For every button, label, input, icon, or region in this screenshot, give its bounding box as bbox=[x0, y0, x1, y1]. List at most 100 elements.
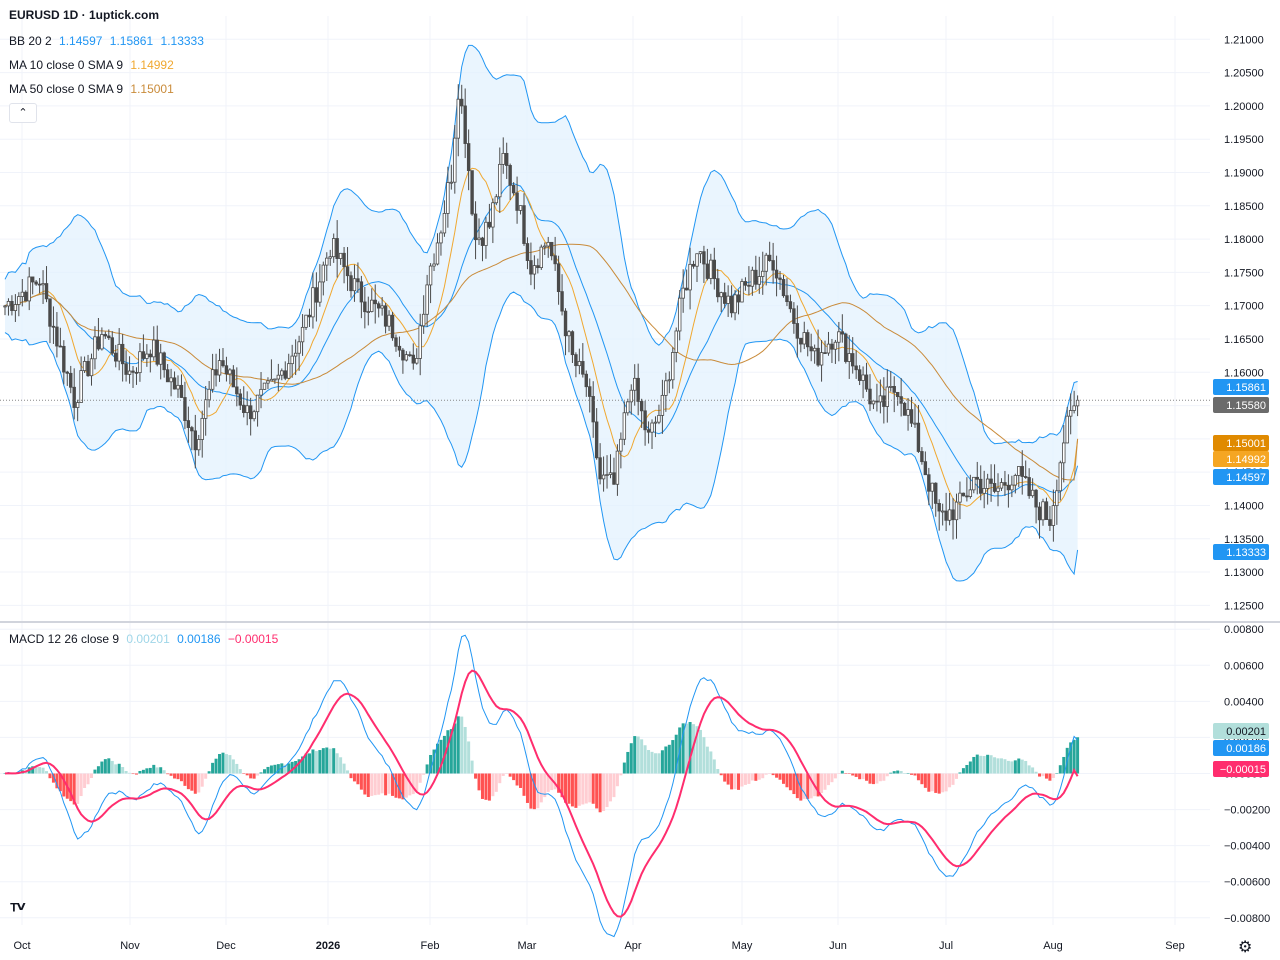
macd-histogram-bar bbox=[1013, 760, 1017, 774]
candle-body bbox=[871, 400, 876, 405]
candle-body bbox=[684, 287, 689, 291]
candle-body bbox=[913, 422, 917, 425]
candle-body bbox=[549, 241, 554, 257]
candle-body bbox=[574, 354, 578, 367]
macd-histogram-bar bbox=[425, 764, 429, 774]
macd-histogram-bar bbox=[820, 773, 824, 794]
tradingview-logo-icon[interactable]: ᵀⱽ bbox=[10, 900, 26, 920]
candle-body bbox=[359, 281, 364, 303]
macd-histogram-bar bbox=[211, 762, 215, 774]
macd-histogram-bar bbox=[391, 773, 395, 796]
macd-histogram-bar bbox=[851, 773, 855, 776]
macd-histogram-bar bbox=[404, 773, 408, 798]
candle-body bbox=[712, 259, 716, 280]
candle-body bbox=[335, 238, 339, 259]
candle-body bbox=[906, 409, 910, 416]
candle-body bbox=[581, 361, 585, 375]
macd-histogram-bar bbox=[349, 773, 353, 779]
macd-histogram-bar bbox=[453, 723, 457, 774]
price-tick-label: 1.12500 bbox=[1224, 600, 1264, 612]
price-badge bbox=[1213, 379, 1269, 395]
candle-body bbox=[657, 414, 661, 423]
candle-body bbox=[1017, 466, 1021, 476]
macd-histogram-bar bbox=[512, 773, 516, 781]
macd-histogram-bar bbox=[840, 770, 844, 774]
candle-body bbox=[356, 278, 360, 283]
macd-histogram-bar bbox=[546, 773, 550, 792]
macd-histogram-bar bbox=[719, 773, 723, 776]
legend-bb-label: BB 20 2 bbox=[9, 34, 52, 48]
candle-body bbox=[702, 251, 706, 265]
candle-body bbox=[24, 291, 28, 302]
candle-body bbox=[940, 510, 945, 513]
macd-histogram-bar bbox=[958, 772, 962, 774]
macd-histogram-bar bbox=[318, 750, 322, 774]
macd-histogram-bar bbox=[785, 773, 789, 788]
candle-body bbox=[1037, 506, 1042, 521]
macd-histogram-bar bbox=[314, 751, 318, 774]
macd-histogram-bar bbox=[923, 773, 927, 788]
price-tick-label: 1.21000 bbox=[1224, 34, 1264, 46]
macd-histogram-bar bbox=[920, 773, 924, 785]
macd-histogram-bar bbox=[190, 773, 194, 791]
macd-histogram-bar bbox=[532, 773, 536, 810]
time-tick-label: Apr bbox=[624, 940, 641, 952]
price-badge-label: 1.14597 bbox=[1226, 472, 1266, 484]
macd-histogram-bar bbox=[858, 773, 862, 780]
macd-histogram-bar bbox=[806, 773, 810, 799]
legend-ma50[interactable]: MA 50 close 0 SMA 9 1.15001 bbox=[9, 82, 178, 96]
macd-histogram-bar bbox=[999, 758, 1003, 774]
macd-histogram-bar bbox=[332, 748, 336, 774]
macd-histogram-bar bbox=[3, 773, 7, 774]
candle-body bbox=[217, 360, 222, 376]
legend-macd[interactable]: MACD 12 26 close 9 0.00201 0.00186 −0.00… bbox=[9, 632, 282, 646]
macd-histogram-bar bbox=[141, 769, 145, 774]
macd-histogram-bar bbox=[698, 729, 702, 774]
time-axis[interactable]: Oct Nov Dec 2026 Feb Mar Apr May Jun Jul Aug Sep bbox=[13, 940, 1184, 952]
gear-icon[interactable]: ⚙ bbox=[1238, 939, 1253, 956]
candle-body bbox=[273, 378, 277, 381]
candle-body bbox=[678, 297, 682, 332]
candle-body bbox=[650, 422, 654, 433]
macd-histogram-bar bbox=[128, 772, 132, 774]
macd-badge bbox=[1213, 761, 1269, 777]
macd-histogram-bar bbox=[979, 755, 983, 774]
macd-histogram-bar bbox=[508, 773, 512, 777]
macd-histogram-bar bbox=[529, 773, 533, 809]
macd-histogram-bar bbox=[477, 773, 481, 791]
candle-body bbox=[588, 386, 592, 397]
candle-body bbox=[390, 314, 395, 339]
legend-ma10[interactable]: MA 10 close 0 SMA 9 1.14992 bbox=[9, 58, 178, 72]
macd-histogram-bar bbox=[41, 767, 45, 774]
candle-body bbox=[266, 380, 270, 384]
macd-tick-label: −0.00600 bbox=[1224, 877, 1270, 889]
candle-body bbox=[954, 501, 959, 521]
candle-body bbox=[259, 388, 263, 396]
legend-bb[interactable]: BB 20 2 1.14597 1.15861 1.13333 bbox=[9, 34, 208, 48]
candle-body bbox=[421, 313, 426, 327]
macd-histogram-bar bbox=[1003, 759, 1007, 774]
collapse-legend-button[interactable]: ⌃ bbox=[9, 103, 37, 123]
candle-body bbox=[411, 354, 415, 364]
macd-axis[interactable]: 0.008000.006000.004000.002000.00000−0.00… bbox=[1224, 624, 1270, 925]
macd-histogram-bar bbox=[685, 723, 689, 774]
macd-histogram-bar bbox=[1024, 760, 1028, 774]
candle-body bbox=[944, 510, 948, 521]
candle-body bbox=[857, 369, 862, 381]
candle-body bbox=[633, 377, 637, 391]
candle-body bbox=[401, 349, 405, 361]
candle-body bbox=[207, 388, 211, 401]
price-axis[interactable]: 1.21000 1.20500 1.20000 1.19500 1.19000 1.185… bbox=[1224, 34, 1264, 612]
candle-body bbox=[439, 232, 443, 244]
macd-histogram-bar bbox=[743, 773, 747, 785]
macd-histogram-bar bbox=[449, 729, 453, 774]
candle-body bbox=[518, 205, 523, 211]
candle-body bbox=[190, 427, 194, 432]
candle-body bbox=[58, 345, 63, 348]
candle-body bbox=[698, 251, 703, 255]
time-tick-label: Sep bbox=[1165, 940, 1185, 952]
candle-body bbox=[743, 281, 748, 286]
candle-body bbox=[231, 369, 236, 388]
candle-body bbox=[536, 265, 540, 269]
